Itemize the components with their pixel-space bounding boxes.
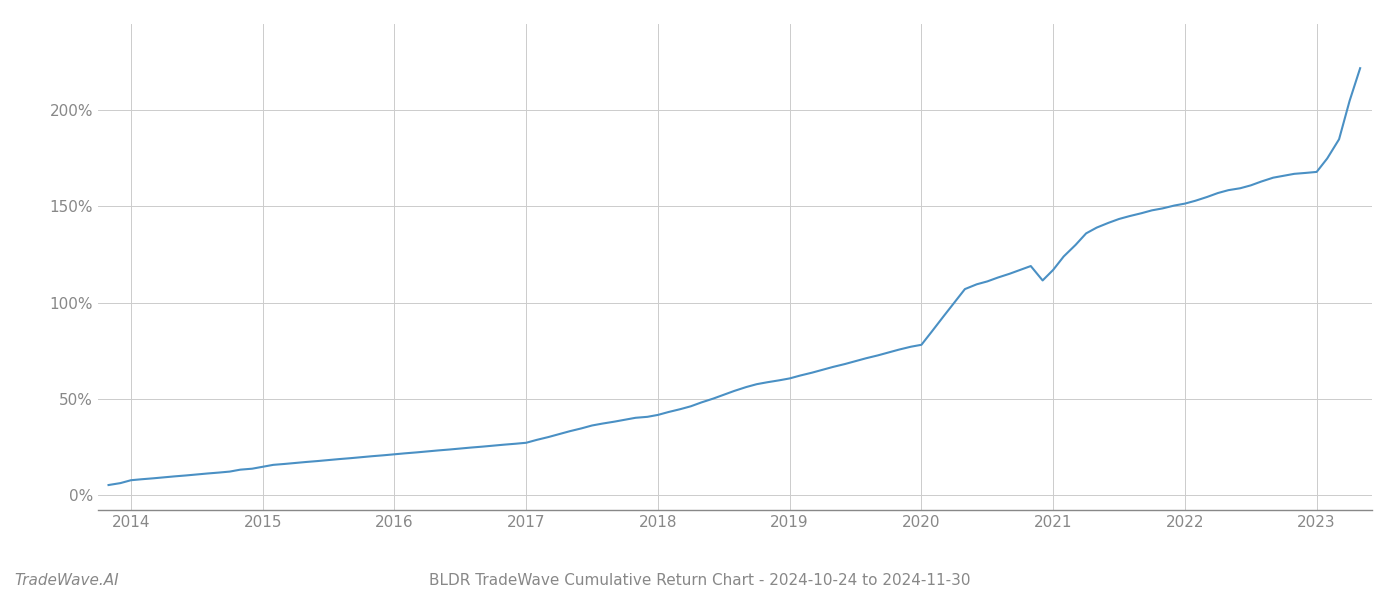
Text: BLDR TradeWave Cumulative Return Chart - 2024-10-24 to 2024-11-30: BLDR TradeWave Cumulative Return Chart -… — [430, 573, 970, 588]
Text: TradeWave.AI: TradeWave.AI — [14, 573, 119, 588]
